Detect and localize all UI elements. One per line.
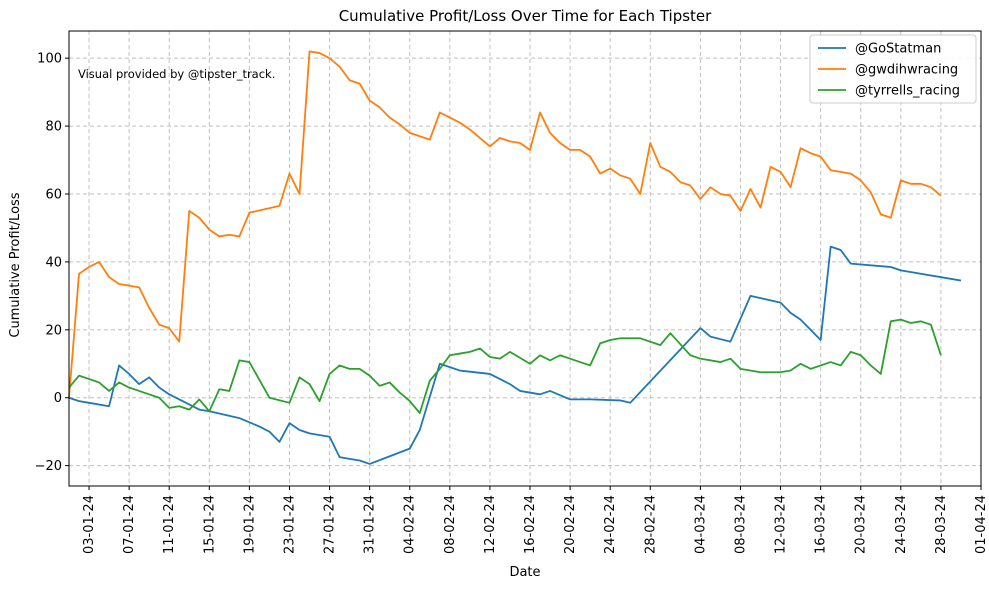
x-tick-label: 16-02-24 [523,495,538,554]
legend-label-1: @GoStatman [855,42,941,57]
x-tick-label: 24-03-24 [894,495,909,554]
y-tick-label: −20 [35,459,62,474]
x-tick-label: 19-01-24 [242,495,257,554]
y-axis-label: Cumulative Profit/Loss [8,192,23,337]
x-tick-label: 24-02-24 [603,495,618,554]
x-tick-label: 27-01-24 [323,495,338,554]
y-tick-label: 0 [54,391,62,406]
attribution-note: Visual provided by @tipster_track. [78,67,275,81]
plot-frame [68,30,982,487]
x-tick-label: 15-01-24 [202,495,217,554]
x-tick-label: 12-03-24 [774,495,789,554]
x-tick-label: 20-02-24 [563,495,578,554]
chart-title: Cumulative Profit/Loss Over Time for Eac… [339,7,712,25]
x-tick-label: 08-03-24 [733,495,748,554]
x-tick-label: 07-01-24 [122,495,137,554]
x-axis-ticks: 03-01-24 07-01-24 11-01-24 15-01-24 19-01-24… [82,486,989,554]
y-tick-label: 60 [45,187,62,202]
x-tick-label: 04-02-24 [403,495,418,554]
x-tick-label: 01-04-24 [974,495,989,554]
series-line-3 [68,318,942,414]
x-tick-label: 04-03-24 [693,495,708,554]
x-tick-label: 20-03-24 [854,495,869,554]
y-axis-ticks: −20 0 20 40 60 80 100 [35,52,69,474]
x-tick-label: 23-01-24 [282,495,297,554]
x-tick-label: 16-03-24 [814,495,829,554]
legend: @GoStatman @gwdihwracing @tyrrells_racing [809,34,977,104]
series-line-2 [68,50,942,398]
x-tick-label: 11-01-24 [162,495,177,554]
y-tick-label: 100 [37,52,62,67]
legend-label-3: @tyrrells_racing [855,84,960,99]
series-line-1 [68,245,962,465]
x-tick-label: 08-02-24 [443,495,458,554]
series-lines [68,50,962,465]
x-tick-label: 28-02-24 [643,495,658,554]
y-tick-label: 40 [45,255,62,270]
x-tick-label: 03-01-24 [82,495,97,554]
legend-label-2: @gwdihwracing [855,63,958,78]
legend-frame [809,34,977,104]
x-tick-label: 12-02-24 [483,495,498,554]
y-tick-label: 80 [45,120,62,135]
y-tick-label: 20 [45,323,62,338]
x-tick-label: 28-03-24 [934,495,949,554]
x-axis-label: Date [509,565,540,580]
x-tick-label: 31-01-24 [363,495,378,554]
